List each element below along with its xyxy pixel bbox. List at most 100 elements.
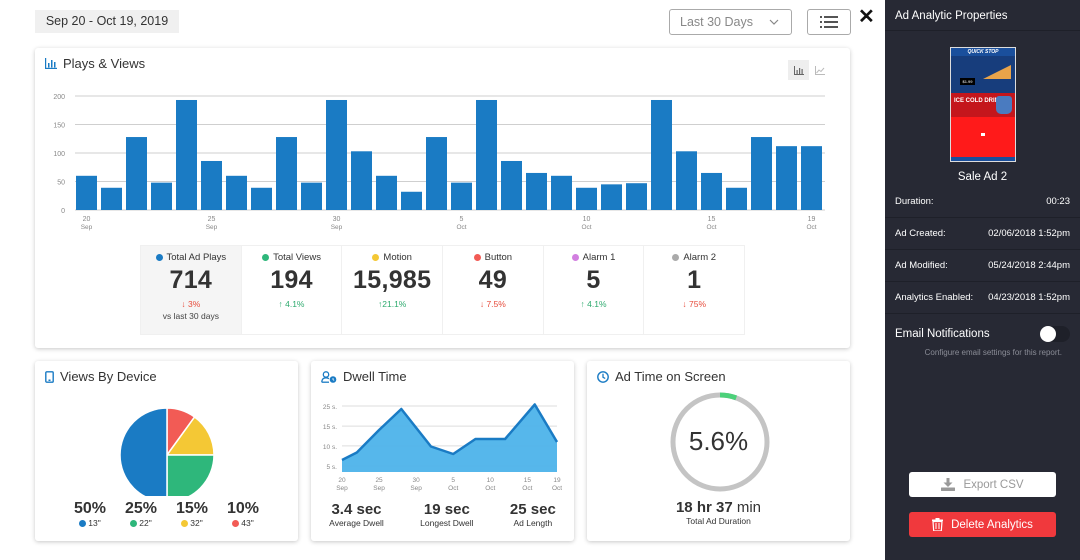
property-row-duration: Duration: 00:23 — [885, 186, 1080, 218]
period-select[interactable]: Last 30 Days — [669, 9, 792, 35]
gauge-summary: 18 hr 37 min Total Ad Duration — [587, 499, 850, 526]
line-chart-toggle[interactable] — [809, 60, 830, 80]
stat-button[interactable]: Button 49 ↓ 7.5% — [443, 246, 544, 334]
dwell-stat-label: Average Dwell — [329, 518, 384, 528]
x-tick-month: Sep — [373, 485, 385, 492]
email-notifications-label: Email Notifications — [895, 328, 990, 340]
legend-dot — [672, 254, 680, 261]
gauge-percent: 5.6% — [688, 426, 749, 456]
property-row-created: Ad Created: 02/06/2018 1:52pm — [885, 218, 1080, 250]
bar — [451, 182, 472, 210]
ad-thumbnail[interactable]: QUICK STOP $1.99 ICE COLD DRINKS — [950, 47, 1016, 162]
stat-alarm-2[interactable]: Alarm 2 1 ↓ 75% — [644, 246, 744, 334]
views-by-device-card: Views By Device 50% 13" 25% 22" 15% 32" … — [35, 361, 298, 541]
plays-views-title: Plays & Views — [45, 56, 145, 71]
delete-analytics-button[interactable]: Delete Analytics — [909, 512, 1056, 537]
stat-label: Total Views — [242, 252, 342, 263]
x-tick-label: 25 — [208, 216, 216, 223]
stat-total-views[interactable]: Total Views 194 ↑ 4.1% — [242, 246, 343, 334]
stat-value: 15,985 — [353, 266, 432, 294]
legend-dot — [262, 254, 270, 261]
download-icon — [941, 478, 956, 491]
x-tick-month: Oct — [806, 224, 816, 231]
bar-chart-icon — [793, 65, 804, 75]
bar — [426, 137, 447, 210]
dwell-time-title-text: Dwell Time — [343, 369, 407, 384]
legend-dot — [79, 519, 87, 527]
bar — [626, 183, 647, 210]
export-csv-button[interactable]: Export CSV — [909, 472, 1056, 497]
stat-change: ↓ 7.5% — [479, 299, 506, 309]
stat-label-text: Button — [484, 252, 513, 263]
list-view-button[interactable] — [807, 9, 851, 35]
thumbnail-promo: ICE COLD DRINKS — [954, 98, 1008, 104]
stat-value: 714 — [169, 266, 213, 294]
device-pie-chart — [119, 407, 215, 496]
bar — [526, 172, 547, 210]
clock-icon — [597, 370, 609, 383]
x-tick-label: 10 — [487, 477, 495, 484]
stat-total-ad-plays[interactable]: Total Ad Plays 714 ↓ 3% vs last 30 days — [141, 246, 242, 334]
pie-percent: 15% — [175, 500, 209, 517]
y-tick-label: 150 — [53, 123, 65, 130]
y-tick-label: 50 — [57, 180, 65, 187]
pie-legend-item: 10% 43" — [218, 500, 269, 528]
stat-label: Alarm 2 — [644, 252, 744, 263]
pie-label-text: 22" — [139, 518, 152, 528]
email-notifications-hint: Configure email settings for this report… — [924, 348, 1062, 357]
ad-name: Sale Ad 2 — [957, 171, 1008, 183]
stat-motion[interactable]: Motion 15,985 ↑21.1% — [342, 246, 444, 334]
close-icon: ✕ — [858, 6, 875, 28]
thumbnail-red-section — [951, 117, 1015, 157]
y-tick-label: 200 — [53, 94, 65, 101]
thumbnail-drinks-section: ICE COLD DRINKS — [951, 93, 1015, 117]
bar — [776, 146, 797, 210]
play-icon — [981, 133, 985, 136]
time-on-screen-gauge — [670, 392, 770, 492]
bar — [351, 151, 372, 210]
bar-chart-toggle[interactable] — [788, 60, 809, 80]
stat-alarm-1[interactable]: Alarm 1 5 ↑ 4.1% — [544, 246, 645, 334]
sidebar-title: Ad Analytic Properties — [885, 0, 1080, 31]
bar — [551, 175, 572, 210]
x-tick-label: 30 — [413, 477, 421, 484]
bar — [401, 191, 422, 210]
x-tick-month: Sep — [331, 224, 343, 231]
x-tick-label: 20 — [338, 477, 346, 484]
property-value: 02/06/2018 1:52pm — [988, 228, 1070, 239]
legend-dot — [473, 254, 481, 261]
bar — [276, 137, 297, 210]
plays-views-title-text: Plays & Views — [63, 56, 146, 71]
stat-label: Motion — [342, 252, 442, 263]
dwell-time-card: Dwell Time 25 s. 15 s. 10 s. 5 s. 20 Sep 25 Sep… — [311, 361, 574, 541]
gauge-progress — [719, 392, 738, 401]
bar — [651, 99, 672, 210]
pie-slice — [119, 407, 168, 496]
y-tick-label: 0 — [61, 208, 65, 215]
dwell-area-chart: 25 s.15 s.10 s.5 s.20Sep25Sep30Sep5Oct10… — [323, 403, 562, 492]
stat-change: ↑21.1% — [378, 299, 407, 309]
thumbnail-brand: QUICK STOP — [951, 48, 1015, 56]
property-row-modified: Ad Modified: 05/24/2018 2:44pm — [885, 250, 1080, 282]
x-tick-label: 5 — [460, 216, 464, 223]
views-by-device-title: Views By Device — [45, 369, 157, 384]
stats-row: Total Ad Plays 714 ↓ 3% vs last 30 days … — [140, 245, 745, 335]
stat-change: ↓ 3% — [181, 299, 201, 309]
period-select-value: Last 30 Days — [680, 15, 753, 29]
x-tick-label: 20 — [83, 216, 91, 223]
plays-views-card: Plays & Views 0 50 100 150 200 20 Sep 25 Sep 30 Se… — [35, 48, 850, 348]
dwell-stat-value: 3.4 sec — [331, 501, 382, 518]
bar — [251, 187, 272, 210]
bar — [101, 187, 122, 210]
pie-percent: 25% — [124, 500, 158, 517]
bar — [676, 151, 697, 210]
bar — [151, 182, 172, 210]
close-button[interactable]: ✕ — [858, 5, 875, 29]
property-value: 00:23 — [1046, 196, 1070, 207]
x-tick-month: Oct — [448, 485, 458, 492]
email-notifications-toggle[interactable] — [1040, 326, 1070, 342]
stat-comparison: vs last 30 days — [162, 311, 219, 321]
date-range-label[interactable]: Sep 20 - Oct 19, 2019 — [35, 10, 179, 33]
x-tick-month: Oct — [581, 224, 591, 231]
x-tick-month: Sep — [206, 224, 218, 231]
